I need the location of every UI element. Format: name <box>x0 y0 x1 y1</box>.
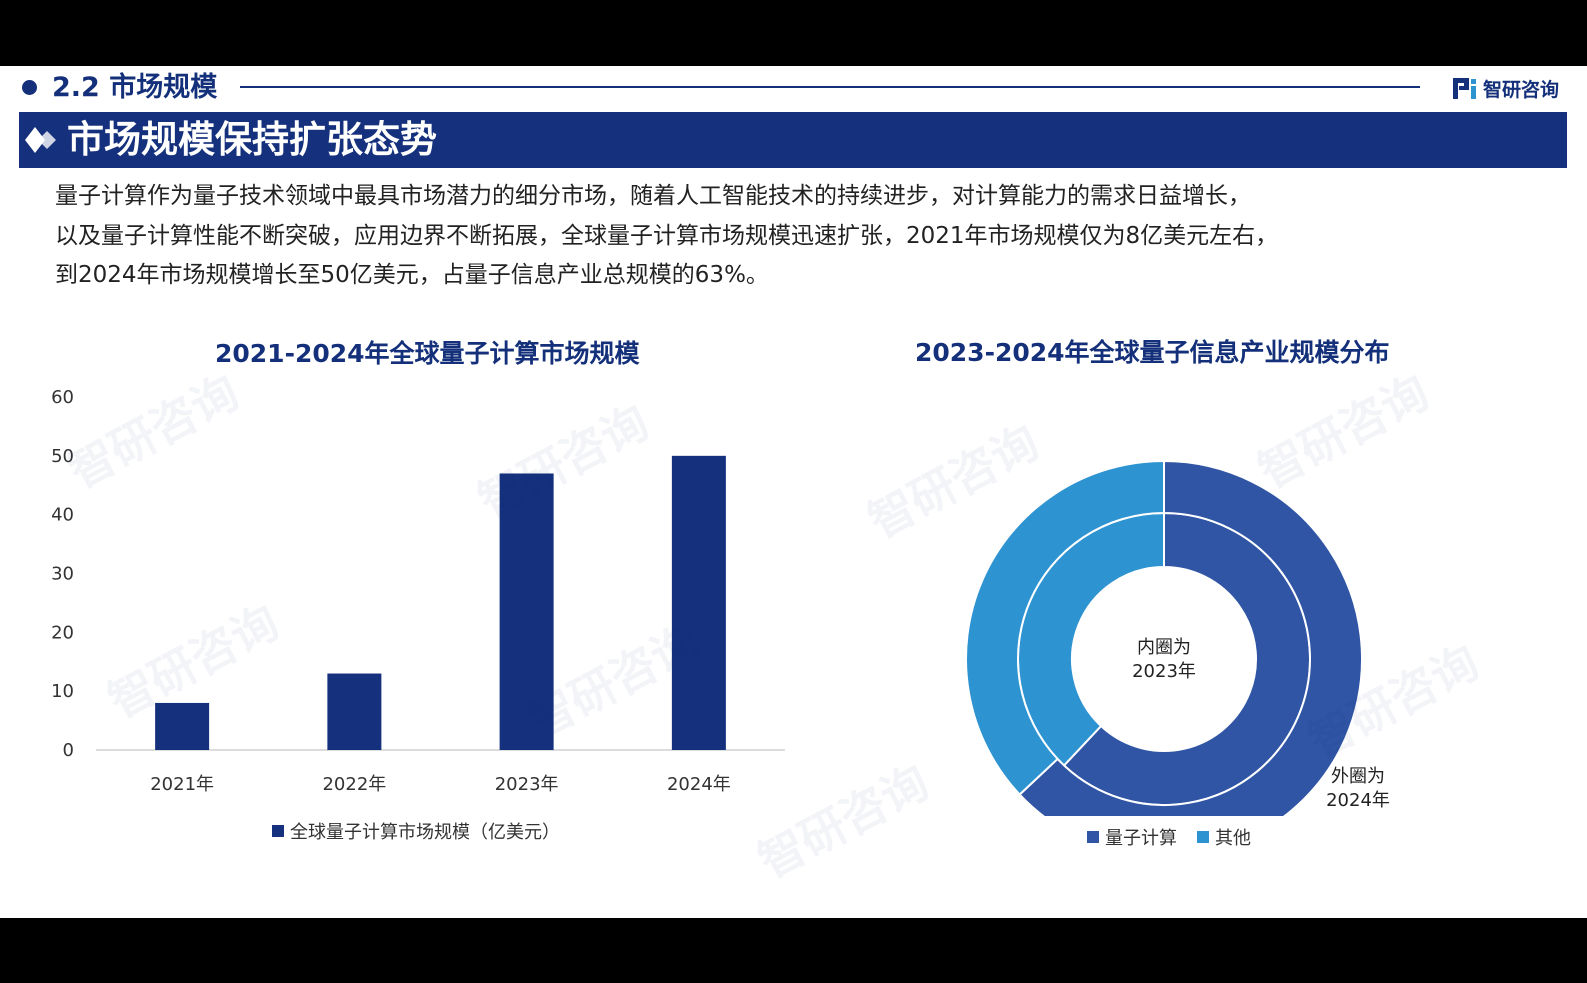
x-tick-label: 2023年 <box>495 774 559 795</box>
header-rule <box>240 86 1420 88</box>
bar <box>499 473 554 750</box>
title-banner: 市场规模保持扩张态势 <box>19 112 1567 168</box>
inner-ring-label: 内圈为 <box>1137 637 1191 658</box>
donut-chart-legend: 量子计算 其他 <box>1087 824 1251 850</box>
bar-chart: 0 10 20 30 40 50 60 2021年 2022年 2023年 2024年 <box>51 387 785 795</box>
brand-logo: 智研咨询 <box>1452 74 1559 102</box>
y-tick-label: 20 <box>51 622 74 643</box>
x-tick-label: 2022年 <box>322 774 386 795</box>
paragraph-line: 以及量子计算性能不断突破，应用边界不断拓展，全球量子计算市场规模迅速扩张，202… <box>55 222 1279 249</box>
y-tick-label: 50 <box>51 446 74 467</box>
bar-chart-legend: 全球量子计算市场规模（亿美元） <box>272 818 560 844</box>
bar <box>327 673 382 750</box>
legend-label: 全球量子计算市场规模（亿美元） <box>290 822 560 843</box>
section-bullet <box>22 80 37 95</box>
x-tick-label: 2024年 <box>667 774 731 795</box>
y-tick-label: 0 <box>63 740 74 761</box>
y-tick-label: 10 <box>51 681 74 702</box>
legend-swatch <box>1197 831 1209 843</box>
y-tick-label: 30 <box>51 564 74 585</box>
bar <box>671 455 726 750</box>
legend-swatch <box>272 825 284 837</box>
body-paragraph: 量子计算作为量子技术领域中最具市场潜力的细分市场，随着人工智能技术的持续进步，对… <box>55 177 1555 296</box>
y-tick-label: 60 <box>51 387 74 408</box>
outer-ring-label: 外圈为 <box>1331 766 1385 787</box>
donut-slice <box>1018 459 1363 816</box>
slide: 2.2 市场规模 智研咨询 市场规模保持扩张态势 量子计算作为量子技术领域中最具… <box>0 66 1587 918</box>
bar-chart-title: 2021-2024年全球量子计算市场规模 <box>215 339 640 368</box>
diamond-icon <box>25 127 56 153</box>
outer-ring-label: 2024年 <box>1326 790 1390 811</box>
x-tick-label: 2021年 <box>150 774 214 795</box>
brand-name: 智研咨询 <box>1483 78 1560 101</box>
legend-label: 其他 <box>1215 828 1251 849</box>
legend-swatch <box>1087 831 1099 843</box>
bar <box>155 702 210 750</box>
brand-logo-icon <box>1453 77 1476 99</box>
legend-label: 量子计算 <box>1105 828 1177 849</box>
donut-chart-title: 2023-2024年全球量子信息产业规模分布 <box>915 338 1390 367</box>
donut-slice <box>965 459 1165 796</box>
y-tick-label: 40 <box>51 505 74 526</box>
paragraph-line: 量子计算作为量子技术领域中最具市场潜力的细分市场，随着人工智能技术的持续进步，对… <box>55 183 1251 209</box>
banner-title: 市场规模保持扩张态势 <box>67 118 437 161</box>
section-title: 2.2 市场规模 <box>52 72 218 103</box>
inner-ring-label: 2023年 <box>1132 661 1196 682</box>
paragraph-line: 到2024年市场规模增长至50亿美元，占量子信息产业总规模的63%。 <box>55 262 769 288</box>
